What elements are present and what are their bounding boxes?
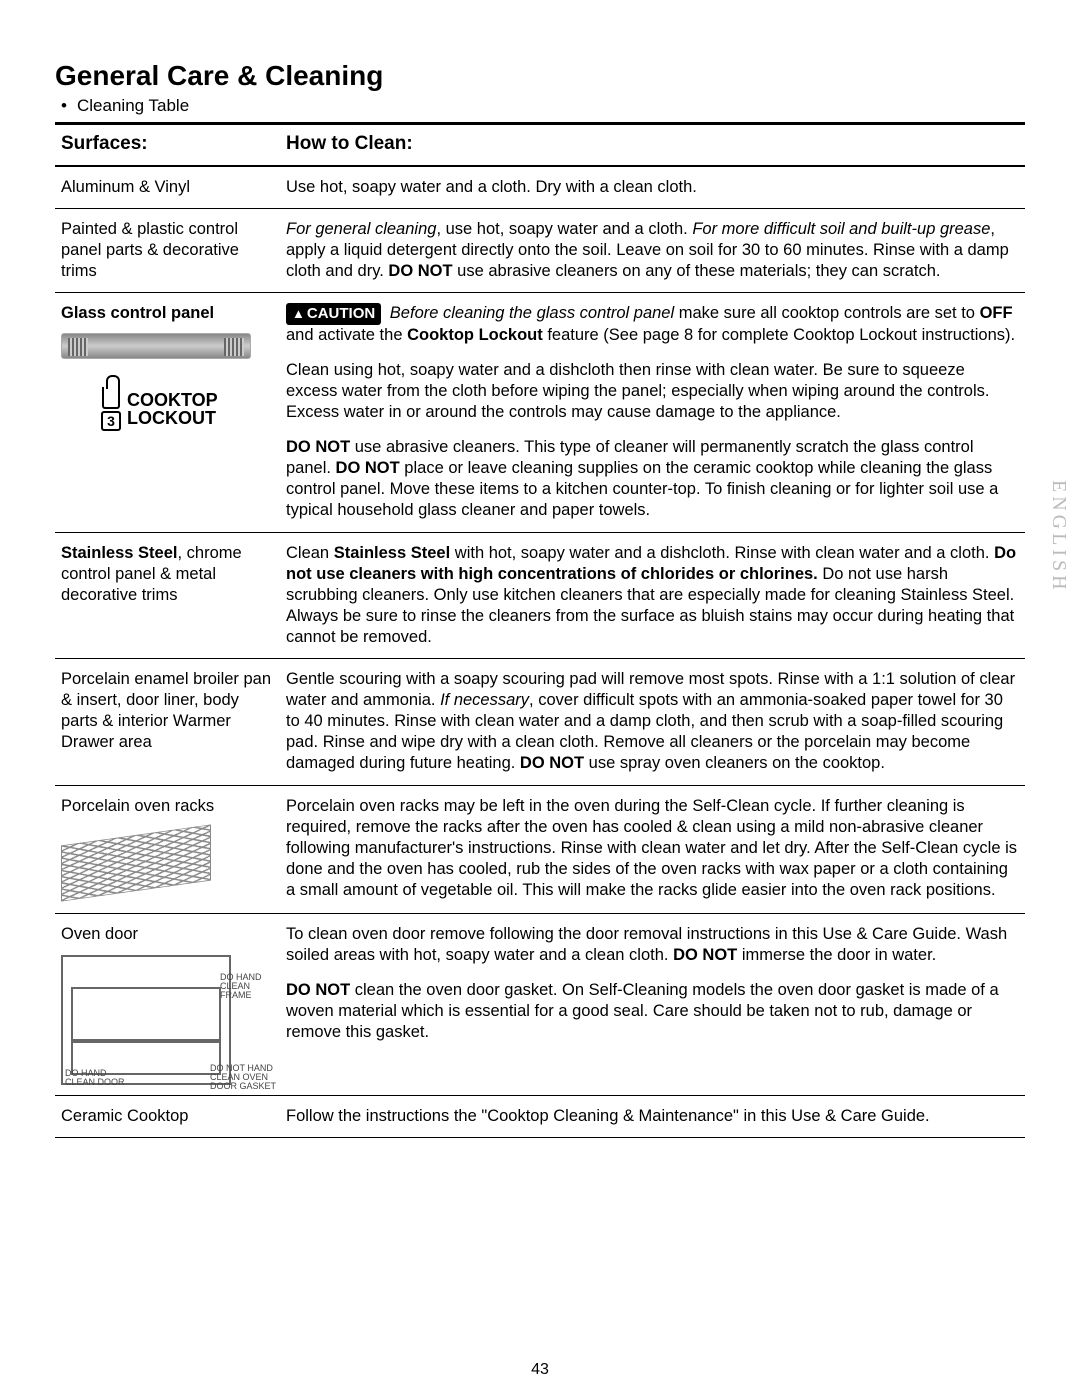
text: feature (See page 8 for complete Cooktop… bbox=[543, 326, 1015, 344]
caution-badge: ▲CAUTION bbox=[286, 303, 381, 324]
text: DO NOT bbox=[286, 981, 350, 999]
text: DO NOT bbox=[673, 946, 737, 964]
clean-glass: ▲CAUTION Before cleaning the glass contr… bbox=[280, 293, 1025, 532]
caution-label: CAUTION bbox=[307, 305, 375, 322]
surface-stainless: Stainless Steel, chrome control panel & … bbox=[55, 532, 280, 659]
header-how-to-clean: How to Clean: bbox=[280, 124, 1025, 167]
text: use abrasive cleaners on any of these ma… bbox=[453, 262, 941, 280]
page-number: 43 bbox=[0, 1361, 1080, 1379]
table-row: Glass control panel 3 COOKTOP LOCKOUT ▲C… bbox=[55, 293, 1025, 532]
illus-label: DO HAND CLEAN FRAME bbox=[220, 973, 280, 1000]
header-surfaces: Surfaces: bbox=[55, 124, 280, 167]
table-row: Stainless Steel, chrome control panel & … bbox=[55, 532, 1025, 659]
text: clean the oven door gasket. On Self-Clea… bbox=[286, 981, 999, 1041]
glass-panel-illustration bbox=[61, 333, 251, 359]
text: For more difficult soil and built-up gre… bbox=[692, 220, 990, 238]
text: immerse the door in water. bbox=[737, 946, 936, 964]
table-row: Oven door DO HAND CLEAN FRAME DO HAND CL… bbox=[55, 913, 1025, 1095]
text: Stainless Steel bbox=[334, 544, 450, 562]
text: Clean using hot, soapy water and a dishc… bbox=[286, 360, 1019, 423]
oven-door-illustration bbox=[61, 955, 231, 1085]
cleaning-table-subtitle: •Cleaning Table bbox=[55, 96, 1025, 116]
clean-oven-door: To clean oven door remove following the … bbox=[280, 913, 1025, 1095]
glass-label: Glass control panel bbox=[61, 304, 214, 322]
cleaning-table: Surfaces: How to Clean: Aluminum & Vinyl… bbox=[55, 122, 1025, 1138]
text: DO NOT bbox=[336, 459, 400, 477]
text: Porcelain oven racks bbox=[61, 797, 214, 815]
clean-porcelain-racks: Porcelain oven racks may be left in the … bbox=[280, 785, 1025, 913]
text: make sure all cooktop controls are set t… bbox=[674, 304, 979, 322]
text: Before cleaning the glass control panel bbox=[390, 304, 674, 322]
illus-label: DO NOT HAND CLEAN OVEN DOOR GASKET bbox=[210, 1064, 280, 1091]
oven-racks-illustration bbox=[61, 824, 211, 901]
text: COOKTOP bbox=[127, 390, 218, 410]
table-row: Aluminum & Vinyl Use hot, soapy water an… bbox=[55, 166, 1025, 209]
table-row: Porcelain enamel broiler pan & insert, d… bbox=[55, 659, 1025, 786]
key-3-icon: 3 bbox=[101, 411, 121, 431]
table-row: Painted & plastic control panel parts & … bbox=[55, 209, 1025, 293]
text: Clean bbox=[286, 544, 334, 562]
lock-icon bbox=[102, 387, 120, 409]
table-row: Porcelain oven racks Porcelain oven rack… bbox=[55, 785, 1025, 913]
text: DO NOT bbox=[286, 438, 350, 456]
text: and activate the bbox=[286, 326, 407, 344]
text: Stainless Steel bbox=[61, 544, 177, 562]
page-title: General Care & Cleaning bbox=[55, 60, 1025, 92]
text: DO NOT bbox=[388, 262, 452, 280]
cooktop-lockout-icon: 3 COOKTOP LOCKOUT bbox=[61, 387, 274, 431]
text: use spray oven cleaners on the cooktop. bbox=[584, 754, 885, 772]
text: DO NOT bbox=[520, 754, 584, 772]
clean-painted: For general cleaning, use hot, soapy wat… bbox=[280, 209, 1025, 293]
clean-ceramic: Follow the instructions the "Cooktop Cle… bbox=[280, 1095, 1025, 1137]
surface-glass: Glass control panel 3 COOKTOP LOCKOUT bbox=[55, 293, 280, 532]
surface-porcelain-broiler: Porcelain enamel broiler pan & insert, d… bbox=[55, 659, 280, 786]
text: with hot, soapy water and a dishcloth. R… bbox=[450, 544, 994, 562]
table-row: Ceramic Cooktop Follow the instructions … bbox=[55, 1095, 1025, 1137]
text: If necessary bbox=[440, 691, 529, 709]
surface-porcelain-racks: Porcelain oven racks bbox=[55, 785, 280, 913]
text: Cooktop Lockout bbox=[407, 326, 543, 344]
surface-aluminum: Aluminum & Vinyl bbox=[55, 166, 280, 209]
text: LOCKOUT bbox=[127, 408, 216, 428]
clean-porcelain-broiler: Gentle scouring with a soapy scouring pa… bbox=[280, 659, 1025, 786]
side-language-label: ENGLISH bbox=[1047, 480, 1070, 594]
surface-oven-door: Oven door DO HAND CLEAN FRAME DO HAND CL… bbox=[55, 913, 280, 1095]
clean-stainless: Clean Stainless Steel with hot, soapy wa… bbox=[280, 532, 1025, 659]
surface-painted: Painted & plastic control panel parts & … bbox=[55, 209, 280, 293]
text: OFF bbox=[980, 304, 1013, 322]
text: For general cleaning bbox=[286, 220, 436, 238]
text: , use hot, soapy water and a cloth. bbox=[436, 220, 692, 238]
text: Oven door bbox=[61, 925, 138, 943]
clean-aluminum: Use hot, soapy water and a cloth. Dry wi… bbox=[280, 166, 1025, 209]
illus-label: DO HAND CLEAN DOOR bbox=[65, 1069, 125, 1087]
surface-ceramic: Ceramic Cooktop bbox=[55, 1095, 280, 1137]
subtitle-text: Cleaning Table bbox=[77, 96, 189, 115]
